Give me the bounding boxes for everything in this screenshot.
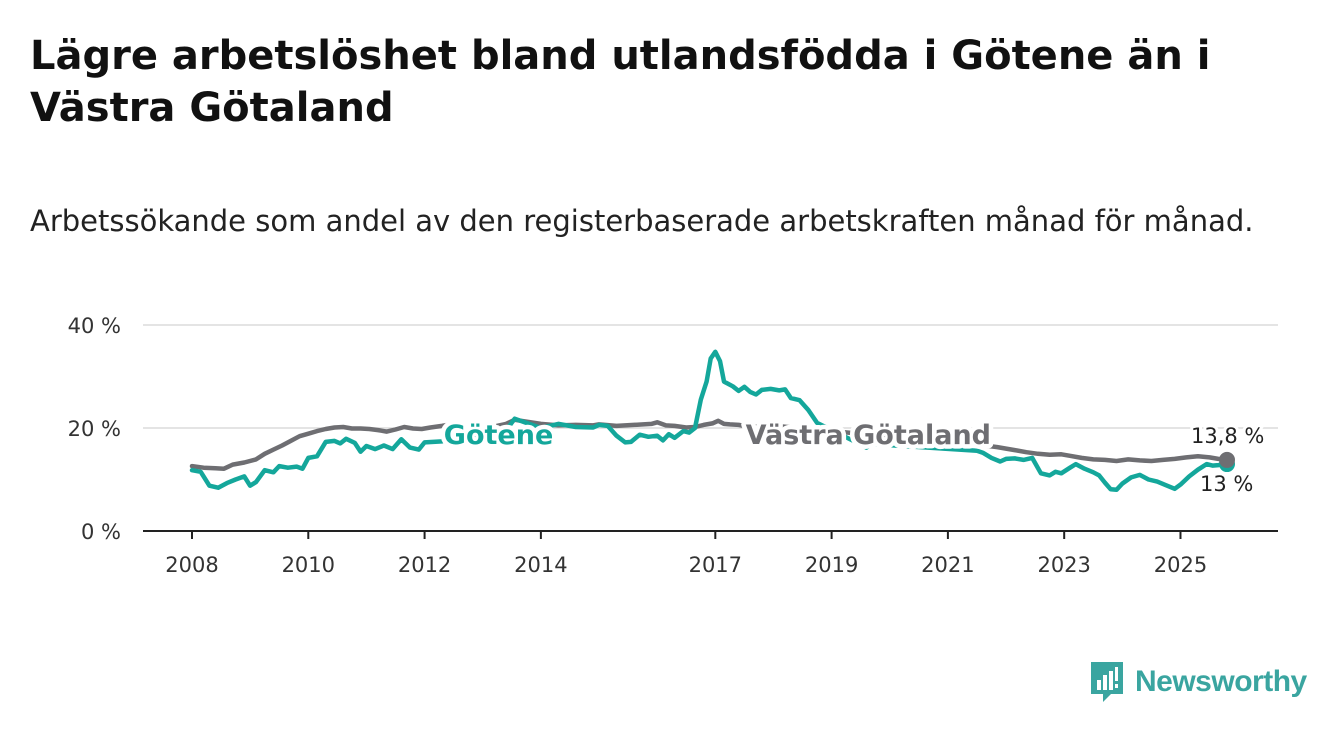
series-lines (189, 349, 1230, 493)
x-tick-label: 2014 (514, 553, 567, 577)
chart-title: Lägre arbetslöshet bland utlandsfödda i … (30, 33, 1211, 131)
series-label: Götene (444, 420, 553, 451)
x-tick-label: 2019 (805, 553, 858, 577)
series-labels: Götene Västra Götaland 13 % 13,8 % (439, 416, 1267, 499)
x-tick-label: 2010 (282, 553, 335, 577)
end-value-label: 13,8 % (1191, 424, 1264, 448)
newsworthy-logo: Newsworthy (1089, 660, 1307, 704)
series-line-götene (189, 349, 1230, 493)
newsworthy-logo-icon (1091, 662, 1123, 702)
x-tick-label: 2008 (165, 553, 218, 577)
gridlines (143, 324, 1278, 429)
series-label: Västra Götaland (746, 420, 991, 451)
chart-subtitle: Arbetssökande som andel av den registerb… (30, 204, 1254, 238)
y-tick-label: 0 % (81, 520, 121, 544)
brand-name: Newsworthy (1135, 665, 1307, 698)
x-axis: 2008 2010 2012 2014 2017 2019 2021 2023 2025 (143, 530, 1278, 577)
x-tick-label: 2012 (398, 553, 451, 577)
x-tick-label: 2021 (921, 553, 974, 577)
y-axis: 0 % 20 % 40 % (68, 314, 121, 544)
end-value-label: 13 % (1200, 472, 1253, 496)
x-tick-label: 2017 (689, 553, 742, 577)
y-tick-label: 20 % (68, 417, 121, 441)
x-tick-label: 2023 (1037, 553, 1090, 577)
end-point-marker (1219, 451, 1235, 468)
x-tick-label: 2025 (1154, 553, 1207, 577)
y-tick-label: 40 % (68, 314, 121, 338)
series-line-västra-götaland (189, 417, 1230, 471)
